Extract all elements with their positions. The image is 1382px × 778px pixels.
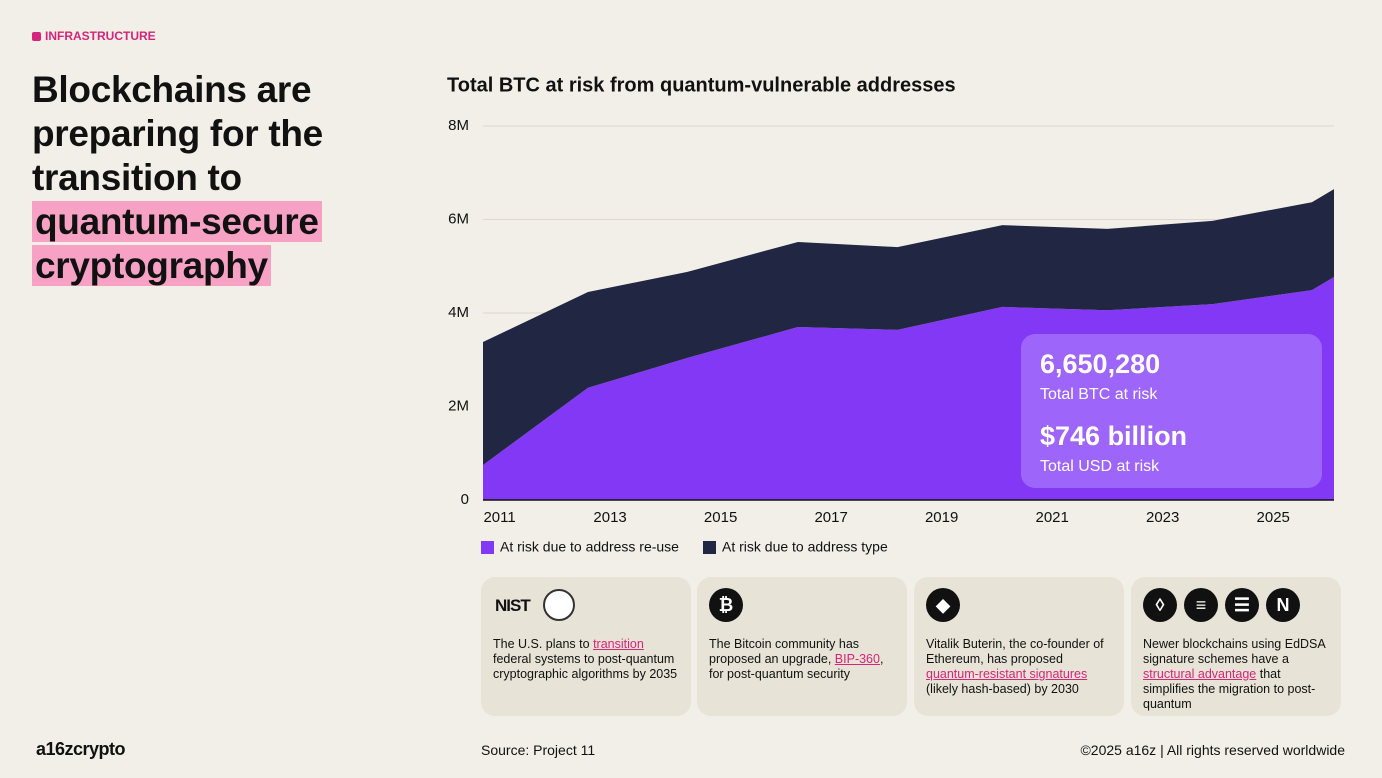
- x-tick-label: 2017: [814, 509, 847, 526]
- headline-text: Blockchains are preparing for the transi…: [32, 69, 323, 198]
- card-text: Vitalik Buterin, the co-founder of Ether…: [926, 637, 1112, 697]
- y-tick-label: 8M: [448, 117, 469, 134]
- card: NIST The U.S. plans to transition federa…: [481, 577, 691, 716]
- brand: a16zcrypto: [36, 739, 126, 759]
- link[interactable]: transition: [593, 637, 644, 651]
- callout-value: $746 billion: [1040, 421, 1187, 451]
- card-icons: NIST: [493, 587, 679, 623]
- x-tick-label: 2023: [1146, 509, 1179, 526]
- section-tag: INFRASTRUCTURE: [32, 29, 156, 43]
- text: federal systems to post-quantum cryptogr…: [493, 652, 678, 681]
- link[interactable]: structural advantage: [1143, 667, 1257, 681]
- card-text: The U.S. plans to transition federal sys…: [493, 637, 679, 682]
- text: Newer blockchains using EdDSA signature …: [1143, 637, 1326, 666]
- legend-label: At risk due to address re-use: [500, 539, 679, 555]
- y-tick-label: 2M: [448, 397, 469, 414]
- headline: Blockchains are preparing for the transi…: [32, 68, 362, 288]
- text: The Bitcoin community has proposed an up…: [709, 637, 860, 666]
- callout-label: Total USD at risk: [1040, 458, 1160, 475]
- chart-title: Total BTC at risk from quantum-vulnerabl…: [447, 74, 956, 96]
- card-icons: ◊ ≡ ☰ N: [1143, 587, 1329, 623]
- card-text: Newer blockchains using EdDSA signature …: [1143, 637, 1329, 712]
- chain-icon: ≡: [1184, 588, 1218, 622]
- card: ₿ The Bitcoin community has proposed an …: [697, 577, 907, 716]
- nist-logo: NIST: [495, 595, 531, 615]
- text: (likely hash-based) by 2030: [926, 682, 1079, 696]
- x-tick-label: 2021: [1035, 509, 1068, 526]
- callout-box: [1021, 334, 1322, 488]
- y-tick-label: 6M: [448, 210, 469, 227]
- text: Vitalik Buterin, the co-founder of Ether…: [926, 637, 1104, 666]
- legend-label: At risk due to address type: [722, 539, 888, 555]
- bitcoin-icon: ₿: [709, 588, 743, 622]
- legend-swatch: [481, 541, 494, 554]
- y-tick-label: 4M: [448, 304, 469, 321]
- x-tick-label: 2015: [704, 509, 737, 526]
- seal-icon: [542, 589, 575, 621]
- callout-value: 6,650,280: [1040, 349, 1160, 379]
- card-text: The Bitcoin community has proposed an up…: [709, 637, 895, 682]
- card-icons: ◆: [926, 587, 1112, 623]
- chain-icon: ◊: [1143, 588, 1177, 622]
- link[interactable]: BIP-360: [834, 652, 880, 666]
- ethereum-icon: ◆: [926, 588, 960, 622]
- x-tick-label: 2019: [925, 509, 958, 526]
- x-tick-label: 2025: [1257, 509, 1290, 526]
- x-tick-label: 2013: [593, 509, 626, 526]
- tag-text: INFRASTRUCTURE: [45, 29, 156, 43]
- text: , for post-quantum security: [709, 652, 884, 681]
- legend-swatch: [703, 541, 716, 554]
- x-tick-label: 2011: [483, 509, 515, 526]
- text: The U.S. plans to: [493, 637, 594, 651]
- copyright: ©2025 a16z | All rights reserved worldwi…: [1080, 742, 1345, 758]
- card: ◆ Vitalik Buterin, the co-founder of Eth…: [914, 577, 1124, 716]
- y-tick-label: 0: [461, 491, 469, 508]
- chain-icon: ☰: [1225, 588, 1259, 622]
- card-icons: ₿: [709, 587, 895, 623]
- source: Source: Project 11: [481, 742, 596, 758]
- text: that simplifies the migration to post-qu…: [1143, 667, 1316, 711]
- callout-label: Total BTC at risk: [1040, 386, 1158, 403]
- chain-icon: N: [1266, 588, 1300, 622]
- area: [483, 189, 1334, 465]
- link[interactable]: quantum-resistant signatures: [926, 667, 1088, 681]
- card: ◊ ≡ ☰ N Newer blockchains using EdDSA signa…: [1131, 577, 1341, 716]
